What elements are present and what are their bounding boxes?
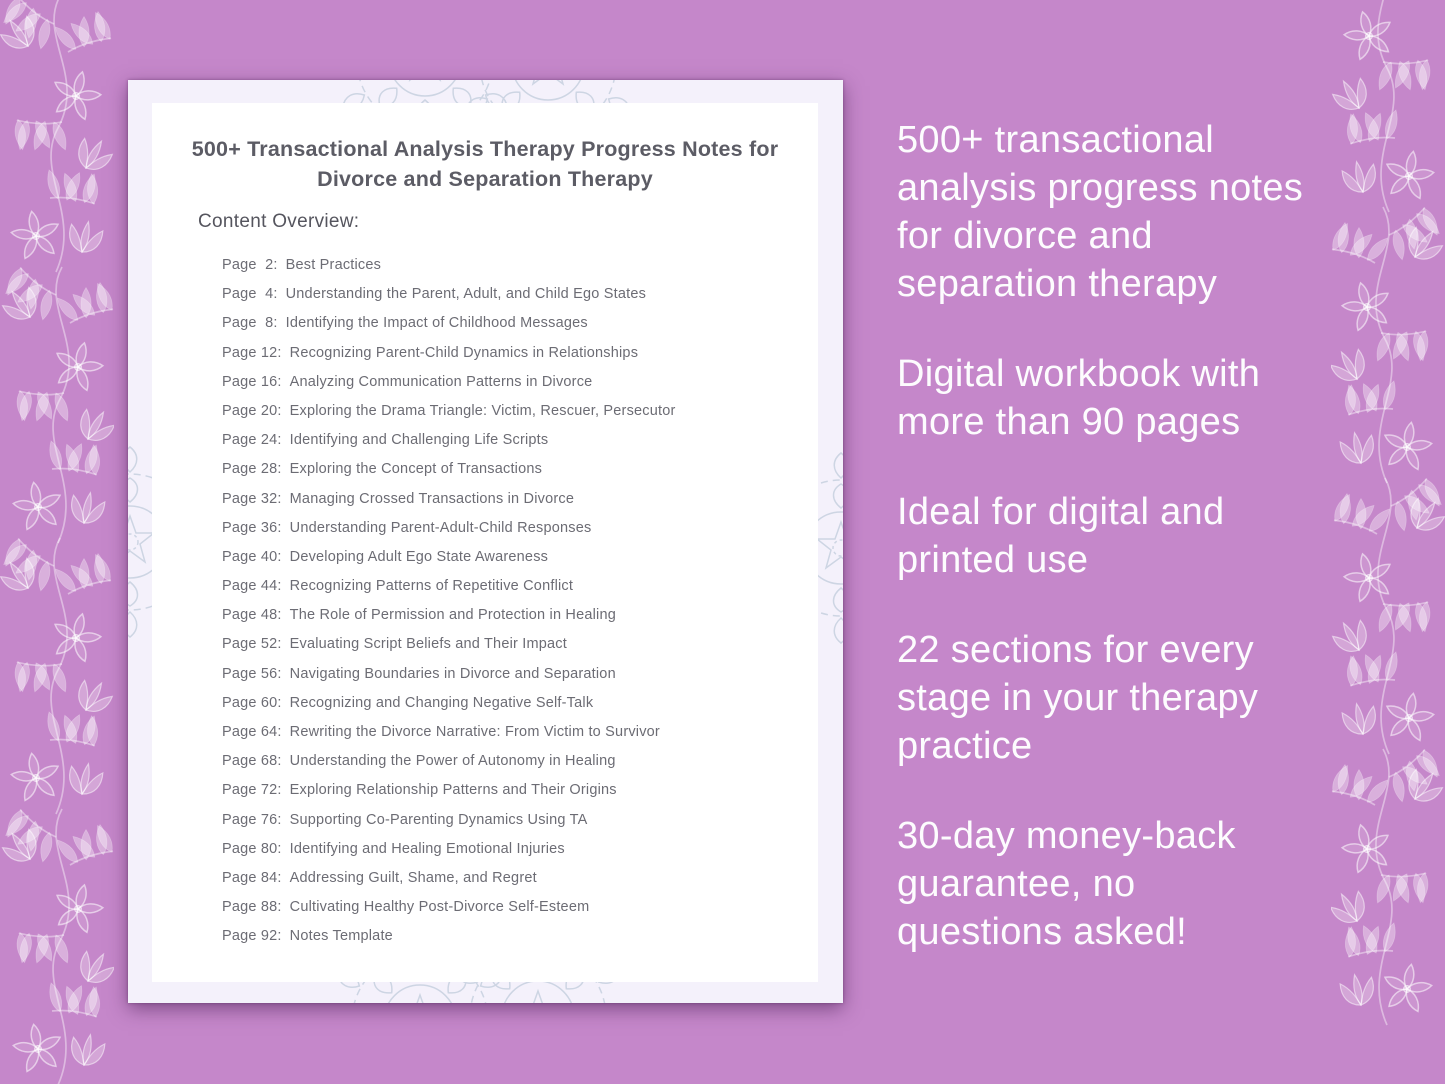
toc-page-label: Page 32: [222,490,282,507]
toc-item-title: Developing Adult Ego State Awareness [289,548,549,565]
toc-item: Page 56: Navigating Boundaries in Divorce… [222,660,676,689]
toc-item: Page 72: Exploring Relationship Patterns … [222,776,676,805]
toc-item: Page 84: Addressing Guilt, Shame, and Reg… [222,864,676,893]
toc-page-label: Page 60: [222,694,282,711]
toc-item: Page 32: Managing Crossed Transactions in… [222,485,676,514]
toc-item-title: Identifying and Healing Emotional Injuri… [289,840,565,857]
toc-item-title: The Role of Permission and Protection in… [289,607,617,624]
toc-item: Page 76: Supporting Co-Parenting Dynamics… [222,806,676,835]
toc-item: Page 48: The Role of Permission and Prote… [222,601,676,630]
feature-item: Digital workbook with more than 90 pages [897,353,1261,443]
toc-item: Page 4: Understanding the Parent, Adult, … [222,280,676,309]
floral-vine-left-icon [0,0,114,1084]
toc-page-label: Page 8: [222,315,278,332]
toc-item-title: Evaluating Script Beliefs and Their Impa… [289,636,567,653]
feature-item: 22 sections for every stage in your ther… [897,629,1259,767]
toc-item-title: Identifying and Challenging Life Scripts [289,432,549,449]
toc-page-label: Page 72: [222,782,282,799]
content-overview-heading: Content Overview: [198,211,360,232]
toc-item-title: Recognizing Patterns of Repetitive Confl… [289,578,574,595]
toc-item-title: Understanding the Parent, Adult, and Chi… [285,286,647,303]
toc-item: Page 28: Exploring the Concept of Transac… [222,455,676,484]
toc-item: Page 80: Identifying and Healing Emotiona… [222,835,676,864]
toc-item: Page 40: Developing Adult Ego State Aware… [222,543,676,572]
document-card: 500+ Transactional Analysis Therapy Prog… [128,80,843,1003]
toc-page-label: Page 88: [222,899,282,916]
toc-item: Page 44: Recognizing Patterns of Repetiti… [222,572,676,601]
toc-item: Page 68: Understanding the Power of Auton… [222,747,676,776]
toc-item-title: Identifying the Impact of Childhood Mess… [285,315,588,332]
toc-page-label: Page 64: [222,724,282,740]
toc-item: Page 92: Notes Template [222,922,676,951]
toc-page-label: Page 40: [222,548,282,565]
toc-list: Page 2: Best Practices Page 4: Understandin… [222,251,676,952]
toc-item: Page 52: Evaluating Script Beliefs and Th… [222,630,676,659]
toc-item: Page 60: Recognizing and Changing Negativ… [222,689,676,718]
toc-item: Page 88: Cultivating Healthy Post-Divorce… [222,893,676,922]
toc-item-title: Navigating Boundaries in Divorce and Sep… [289,665,616,682]
toc-page-label: Page 16: [222,373,282,390]
toc-page-label: Page 84: [222,869,282,886]
toc-item-title: Cultivating Healthy Post-Divorce Self-Es… [289,899,590,916]
toc-page-label: Page 80: [222,840,282,857]
toc-item: Page 20: Exploring the Drama Triangle: Vi… [222,397,676,426]
toc-item: Page 64: Rewriting the Divorce Narrative:… [222,718,676,747]
toc-item-title: Understanding Parent-Adult-Child Respons… [289,519,592,536]
toc-item: Page 12: Recognizing Parent-Child Dynamic… [222,339,676,368]
toc-item-title: Analyzing Communication Patterns in Divo… [289,373,593,390]
toc-item: Page 16: Analyzing Communication Patterns… [222,368,676,397]
toc-page-label: Page 20: [222,402,282,419]
document-title: 500+ Transactional Analysis Therapy Prog… [191,137,779,191]
toc-item: Page 24: Identifying and Challenging Life… [222,426,676,455]
feature-item: Ideal for digital and printed use [897,491,1225,581]
toc-page-label: Page 56: [222,665,282,682]
toc-item: Page 2: Best Practices [222,251,676,280]
toc-page-label: Page 68: [222,753,282,770]
toc-page-label: Page 28: [222,461,282,478]
toc-item-title: Understanding the Power of Autonomy in H… [289,753,616,770]
toc-item-title: Recognizing Parent-Child Dynamics in Rel… [289,344,639,361]
toc-page-label: Page 92: [222,928,282,945]
toc-page-label: Page 52: [222,636,282,653]
toc-page-label: Page 24: [222,432,282,449]
toc-page-label: Page 36: [222,519,282,536]
toc-item-title: Exploring the Drama Triangle: Victim, Re… [289,402,676,419]
toc-item-title: Exploring Relationship Patterns and Thei… [289,782,617,799]
toc-page-label: Page 44: [222,578,282,595]
document-page: 500+ Transactional Analysis Therapy Prog… [152,103,818,982]
toc-item-title: Supporting Co-Parenting Dynamics Using T… [289,811,588,828]
toc-item-title: Recognizing and Changing Negative Self-T… [289,694,594,711]
toc-item-title: Addressing Guilt, Shame, and Regret [289,869,537,886]
toc-item-title: Notes Template [289,928,393,945]
toc-item: Page 36: Understanding Parent-Adult-Child… [222,514,676,543]
toc-item-title: Rewriting the Divorce Narrative: From Vi… [289,724,660,740]
toc-item-title: Best Practices [285,257,382,273]
feature-item: 30-day money-back guarantee, no question… [897,815,1236,953]
toc-page-label: Page 12: [222,344,282,361]
toc-page-label: Page 4: [222,286,278,303]
toc-page-label: Page 48: [222,607,282,624]
feature-item: 500+ transactional analysis progress not… [897,119,1304,305]
toc-page-label: Page 2: [222,257,278,273]
feature-list: 500+ transactional analysis progress not… [897,116,1367,998]
toc-item-title: Exploring the Concept of Transactions [289,461,543,478]
toc-item-title: Managing Crossed Transactions in Divorce [289,490,575,507]
toc-page-label: Page 76: [222,811,282,828]
toc-item: Page 8: Identifying the Impact of Childho… [222,309,676,338]
